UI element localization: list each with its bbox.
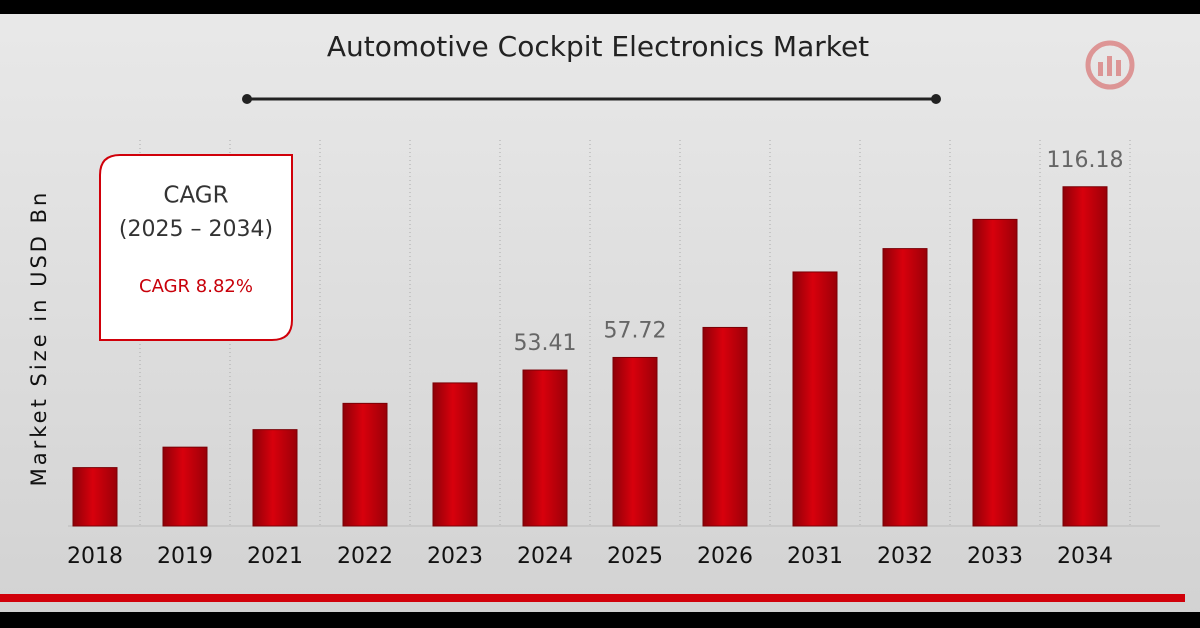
cagr-box: [99, 154, 293, 341]
bottom-band: [0, 612, 1200, 628]
rule-dot: [242, 94, 252, 104]
bar: [342, 402, 388, 527]
value-label: 57.72: [604, 318, 667, 343]
bar: [432, 382, 478, 527]
x-tick-label: 2024: [517, 544, 573, 569]
top-band: [0, 0, 1200, 14]
rule-dot: [931, 94, 941, 104]
x-tick-label: 2032: [877, 544, 933, 569]
bar: [702, 326, 748, 527]
x-tick-label: 2021: [247, 544, 303, 569]
logo: [1085, 40, 1135, 90]
y-axis-label: Market Size in USD Bn: [27, 190, 51, 487]
x-tick-label: 2022: [337, 544, 393, 569]
cagr-period: (2025 – 2034): [119, 217, 273, 242]
x-tick-label: 2033: [967, 544, 1023, 569]
bar: [1062, 186, 1108, 527]
bar: [792, 271, 838, 527]
chart-title: Automotive Cockpit Electronics Market: [327, 30, 869, 63]
value-label: 53.41: [514, 331, 577, 356]
bar: [612, 356, 658, 527]
x-tick-label: 2025: [607, 544, 663, 569]
x-tick-label: 2019: [157, 544, 213, 569]
cagr-title: CAGR: [163, 183, 228, 209]
bar: [252, 429, 298, 527]
x-tick-label: 2026: [697, 544, 753, 569]
bar: [522, 369, 568, 527]
plot: 2018 2019 2021 2022 2023 2024 53.41 2025 57.72 20…: [67, 140, 1131, 569]
x-tick-label: 2034: [1057, 544, 1113, 569]
x-tick-label: 2031: [787, 544, 843, 569]
cagr-value: CAGR 8.82%: [139, 276, 253, 297]
x-tick-label: 2018: [67, 544, 123, 569]
bar: [972, 218, 1018, 527]
bar: [882, 248, 928, 527]
value-label: 116.18: [1047, 148, 1124, 173]
x-tick-label: 2023: [427, 544, 483, 569]
bar: [72, 467, 118, 527]
bottom-red-line: [0, 594, 1185, 602]
bar: [162, 446, 208, 527]
